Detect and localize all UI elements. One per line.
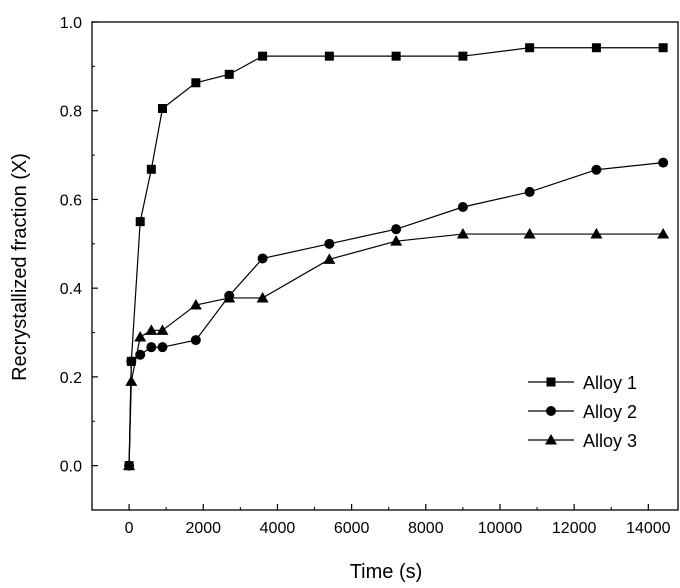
data-point <box>223 291 236 303</box>
data-point <box>189 299 202 310</box>
y-tick-label: 0.8 <box>60 104 82 121</box>
x-tick-label: 4000 <box>260 520 296 537</box>
y-tick-label: 0.0 <box>60 459 82 476</box>
y-tick-label: 0.2 <box>60 370 82 387</box>
axes: 0 2000 4000 6000 8000 10000 12000 14000 0.0 0.2 0.… <box>60 15 679 537</box>
plot-area <box>123 43 670 471</box>
legend: Alloy 1 Alloy 2 Alloy 3 <box>528 373 637 451</box>
data-point <box>135 217 145 227</box>
data-point <box>524 186 535 197</box>
data-point <box>146 164 156 174</box>
plot-frame <box>91 21 679 511</box>
legend-marker <box>545 434 557 445</box>
x-tick-label: 12000 <box>552 520 597 537</box>
x-tick-label: 8000 <box>408 520 444 537</box>
legend-item: Alloy 2 <box>528 402 637 422</box>
x-tick-label: 14000 <box>626 520 671 537</box>
x-tick-label: 6000 <box>334 520 370 537</box>
data-point <box>258 51 268 61</box>
data-point <box>458 51 468 61</box>
y-tick-label: 0.6 <box>60 192 82 209</box>
data-point <box>256 291 269 303</box>
data-point <box>323 253 336 264</box>
data-point <box>456 228 469 239</box>
legend-label: Alloy 1 <box>583 373 637 393</box>
data-point <box>146 342 157 353</box>
legend-label: Alloy 2 <box>583 402 637 422</box>
data-point <box>523 228 536 239</box>
data-point <box>156 324 169 335</box>
data-point <box>191 78 201 88</box>
y-axis-title: Recrystallized fraction (X) <box>9 153 31 381</box>
legend-item: Alloy 1 <box>528 373 637 393</box>
series-line <box>128 47 664 466</box>
legend-marker <box>546 406 556 416</box>
x-tick-label: 0 <box>125 520 134 537</box>
data-point <box>391 224 402 235</box>
data-point <box>525 43 535 53</box>
data-point <box>157 342 168 353</box>
data-point <box>591 43 601 53</box>
legend-marker <box>546 377 556 387</box>
data-point <box>145 324 158 335</box>
data-point <box>190 335 201 346</box>
data-point <box>125 375 138 386</box>
data-point <box>590 228 603 239</box>
data-point <box>390 235 403 246</box>
data-point <box>134 330 147 342</box>
data-point <box>658 43 668 53</box>
data-point <box>257 253 268 264</box>
data-point <box>324 51 334 61</box>
legend-item: Alloy 3 <box>528 431 637 451</box>
y-tick-label: 1.0 <box>60 15 82 32</box>
x-tick-label: 2000 <box>185 520 221 537</box>
data-point <box>658 157 669 168</box>
y-tick-label: 0.4 <box>60 281 82 298</box>
data-point <box>157 104 167 114</box>
data-point <box>123 459 136 471</box>
data-point <box>126 356 137 367</box>
data-point <box>657 228 670 239</box>
x-tick-label: 10000 <box>478 520 523 537</box>
data-point <box>324 238 335 249</box>
x-axis-title: Time (s) <box>350 561 423 583</box>
data-point <box>224 69 234 79</box>
data-point <box>457 201 468 212</box>
data-point <box>391 51 401 61</box>
series-alloy-3 <box>123 228 670 471</box>
data-point <box>591 164 602 175</box>
legend-label: Alloy 3 <box>583 431 637 451</box>
